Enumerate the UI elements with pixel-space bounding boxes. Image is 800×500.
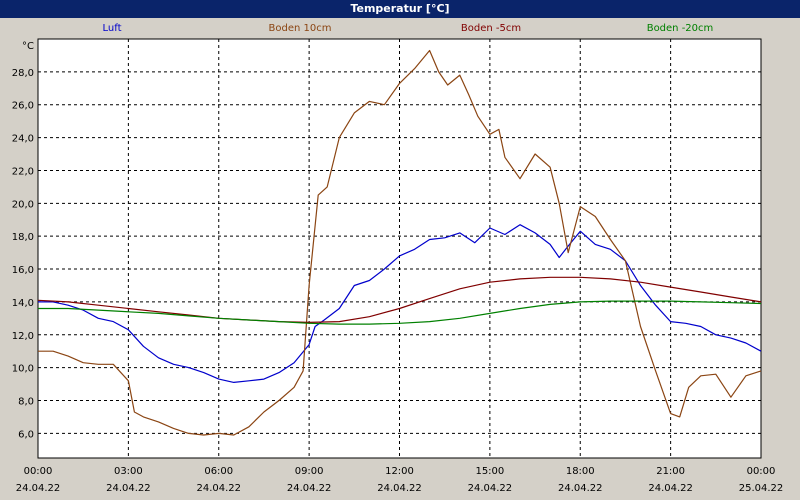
x-tick-time: 18:00 [566,466,595,477]
x-tick-date: 25.04.22 [739,483,784,494]
x-tick-time: 00:00 [24,466,53,477]
grid [38,39,761,458]
x-tick-time: 00:00 [747,466,776,477]
x-tick-time: 06:00 [204,466,233,477]
y-tick-label: 8,0 [18,396,34,407]
y-axis: 6,0 8,0 10,0 12,0 14,0 16,0 18,0 20,0 22,0 24,0 26… [12,41,34,440]
chart-title-bar: Temperatur [°C] [0,0,800,18]
series-line-boden-10cm [38,49,762,436]
x-tick-date: 24.04.22 [106,483,151,494]
x-tick-time: 12:00 [385,466,414,477]
y-tick-label: 20,0 [12,199,34,210]
x-tick-date: 24.04.22 [648,483,693,494]
y-unit-label: °C [22,41,34,52]
chart-title: Temperatur [°C] [350,2,450,15]
y-tick-label: 16,0 [12,265,34,276]
series-line-boden-5cm [37,276,762,323]
x-tick-date: 24.04.22 [196,483,241,494]
y-tick-label: 14,0 [12,298,34,309]
legend-entry-boden-5cm: Boden -5cm [461,23,521,34]
x-tick-date: 24.04.22 [287,483,332,494]
temperature-chart: 6,0 8,0 10,0 12,0 14,0 16,0 18,0 20,0 22,0 24,0 26… [12,23,784,494]
x-tick-time: 03:00 [114,466,143,477]
legend-entry-boden-10cm: Boden 10cm [269,23,332,34]
y-tick-label: 18,0 [12,232,34,243]
y-tick-label: 24,0 [12,134,34,145]
y-tick-label: 10,0 [12,364,34,375]
legend: Luft Boden 10cm Boden -5cm Boden -20cm [103,23,714,34]
x-axis: 00:00 24.04.22 03:00 24.04.22 06:00 24.04.22 0… [16,466,784,494]
y-tick-label: 28,0 [12,68,34,79]
series-line-boden-20cm [38,300,762,325]
y-tick-label: 22,0 [12,166,34,177]
x-tick-date: 24.04.22 [16,483,61,494]
series-lines [37,49,762,436]
x-tick-date: 24.04.22 [468,483,513,494]
x-tick-time: 09:00 [295,466,324,477]
legend-entry-luft: Luft [103,23,122,34]
x-tick-time: 15:00 [475,466,504,477]
x-tick-time: 21:00 [656,466,685,477]
series-line-luft [38,224,762,383]
y-tick-label: 6,0 [18,429,34,440]
legend-entry-boden-20cm: Boden -20cm [647,23,714,34]
x-tick-date: 24.04.22 [558,483,603,494]
y-tick-label: 12,0 [12,331,34,342]
x-tick-date: 24.04.22 [377,483,422,494]
y-tick-label: 26,0 [12,101,34,112]
